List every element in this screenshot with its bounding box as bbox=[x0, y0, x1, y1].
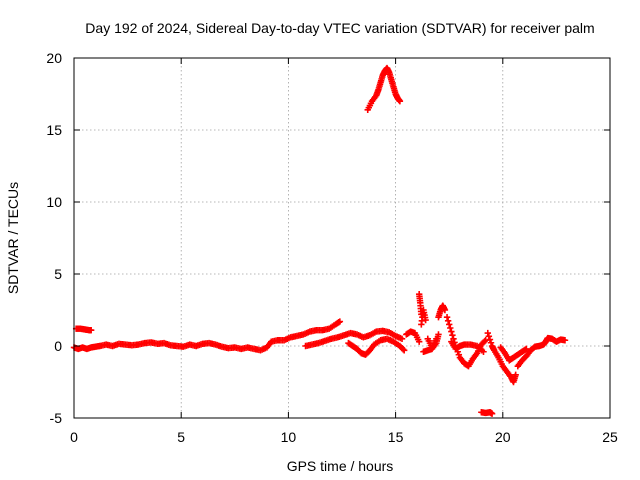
x-tick-label: 20 bbox=[495, 429, 511, 445]
data-point bbox=[396, 98, 404, 105]
data-point bbox=[435, 331, 442, 338]
data-point bbox=[422, 316, 429, 324]
data-point bbox=[400, 347, 408, 354]
x-tick-label: 25 bbox=[602, 429, 618, 445]
data-point bbox=[446, 321, 453, 328]
data-point bbox=[443, 314, 451, 321]
data-point bbox=[398, 335, 406, 342]
data-point bbox=[441, 306, 449, 314]
data-point bbox=[481, 338, 488, 345]
data-point bbox=[561, 337, 569, 344]
data-point bbox=[487, 339, 495, 346]
y-tick-label: 10 bbox=[46, 194, 62, 210]
data-point bbox=[418, 311, 425, 318]
data-point bbox=[399, 346, 407, 353]
data-point bbox=[336, 318, 344, 325]
data-point bbox=[448, 328, 455, 335]
y-axis-title: SDTVAR / TECUs bbox=[5, 182, 21, 294]
data-series bbox=[70, 64, 569, 417]
data-point bbox=[415, 338, 423, 345]
data-point bbox=[485, 333, 493, 340]
data-point bbox=[480, 348, 487, 355]
axis-ticks: 0 5 10 15 20 25 -5 0 5 10 15 20 bbox=[46, 50, 618, 445]
x-tick-label: 15 bbox=[388, 429, 404, 445]
data-point bbox=[484, 329, 491, 337]
data-point bbox=[512, 371, 519, 378]
grid-lines bbox=[74, 58, 610, 418]
x-tick-label: 10 bbox=[281, 429, 297, 445]
y-tick-label: 15 bbox=[46, 122, 62, 138]
y-tick-label: -5 bbox=[50, 410, 63, 426]
data-point bbox=[486, 336, 494, 343]
data-point bbox=[523, 345, 530, 353]
chart-title: Day 192 of 2024, Sidereal Day-to-day VTE… bbox=[85, 20, 594, 36]
y-tick-label: 0 bbox=[54, 338, 62, 354]
data-point bbox=[449, 332, 456, 339]
data-point bbox=[488, 410, 496, 417]
x-tick-label: 5 bbox=[177, 429, 185, 445]
plot-frame bbox=[73, 57, 611, 419]
x-tick-label: 0 bbox=[70, 429, 78, 445]
data-point bbox=[447, 324, 454, 332]
y-tick-label: 20 bbox=[46, 50, 62, 66]
x-axis-title: GPS time / hours bbox=[287, 458, 394, 474]
y-tick-label: 5 bbox=[54, 266, 62, 282]
data-point bbox=[87, 326, 95, 334]
data-point bbox=[444, 317, 452, 324]
